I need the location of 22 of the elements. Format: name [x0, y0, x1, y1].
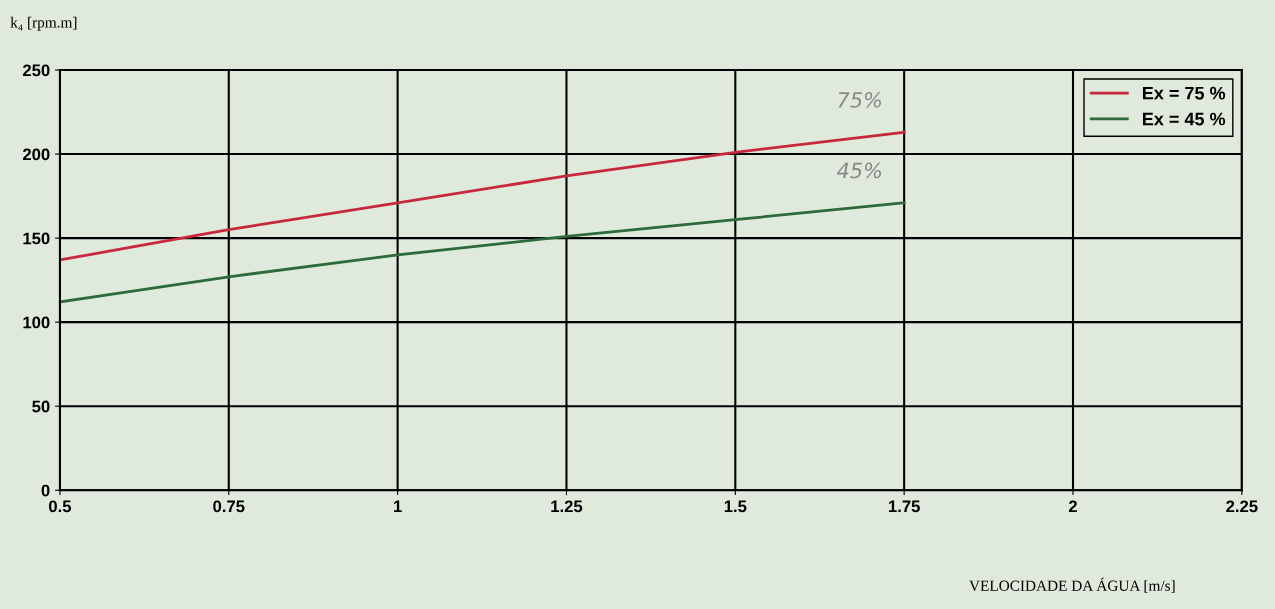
line-series [59, 201, 906, 304]
y-tick-label: 250 [22, 64, 50, 77]
x-tick-label: 1 [394, 500, 402, 513]
y-tick-label: 50 [32, 400, 50, 413]
y-axis-title: k₄ [rpm.m] [10, 16, 77, 31]
x-tick-label: 2 [1068, 500, 1077, 513]
legend-label: Ex = 75 % [1142, 86, 1226, 100]
x-tick-label: 2.25 [1226, 500, 1258, 513]
x-tick-label: 0.5 [49, 500, 72, 513]
annotation: 45% [836, 162, 881, 179]
line-series [59, 130, 906, 262]
x-tick-label: 1.5 [724, 500, 747, 513]
y-tick-label: 100 [23, 316, 50, 329]
x-tick-label: 1.25 [551, 500, 583, 513]
y-tick-label: 150 [23, 232, 50, 245]
y-tick-label: 0 [41, 484, 50, 497]
x-axis-title: VELOCIDADE DA ÁGUA [m/s] [969, 577, 1175, 593]
annotation: 75% [838, 91, 881, 108]
legend-label: Ex = 45 % [1142, 112, 1226, 126]
x-tick-label: 0.75 [213, 500, 245, 513]
y-tick-label: 200 [22, 148, 50, 161]
x-tick-label: 1.75 [888, 500, 920, 513]
